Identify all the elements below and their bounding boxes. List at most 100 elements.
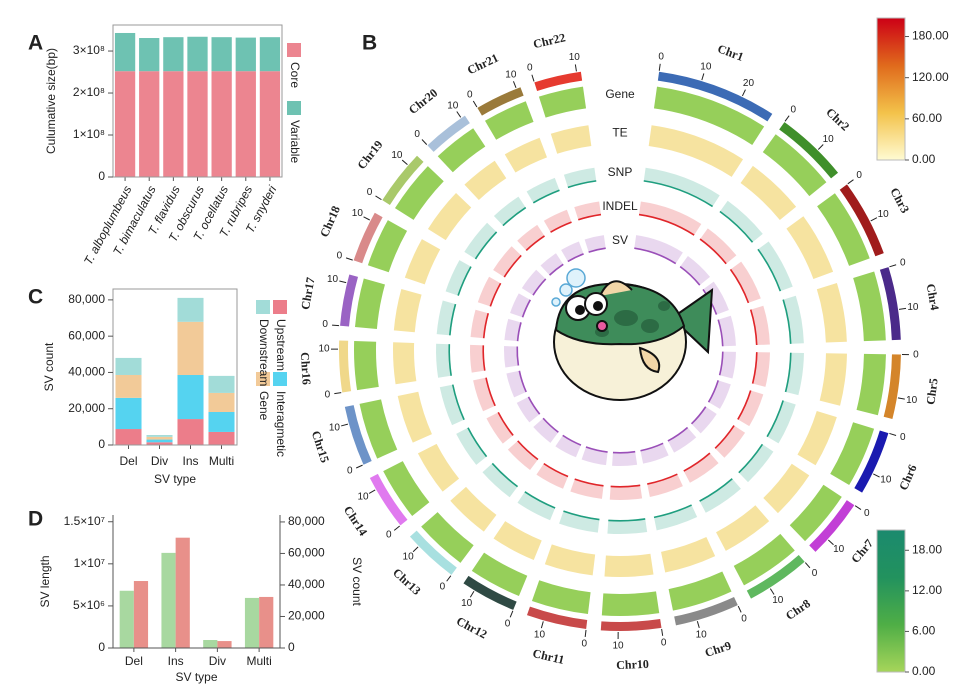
- histogram-baseline: [527, 396, 541, 415]
- x-axis-label: SV type: [154, 472, 196, 486]
- histogram-track: [473, 377, 496, 412]
- histogram-track: [563, 167, 597, 189]
- histogram-baseline: [451, 384, 465, 421]
- histogram-baseline: [482, 345, 486, 371]
- histogram-baseline: [474, 231, 498, 260]
- histogram-baseline: [757, 248, 782, 292]
- bar: [217, 641, 232, 648]
- ideogram-tick-label: 10: [772, 595, 784, 606]
- histogram-baseline: [610, 484, 641, 488]
- histogram-track: [612, 450, 638, 466]
- histogram-track: [749, 305, 770, 346]
- heatmap-track: [853, 271, 886, 342]
- colorbar-tick-label: 12.00: [912, 583, 942, 597]
- y-tick-label: 0: [98, 437, 105, 451]
- bar-segment: [187, 71, 208, 177]
- ideogram-tick-label: 10: [357, 492, 369, 503]
- ideogram-tick: [469, 590, 475, 598]
- histogram-baseline: [640, 442, 664, 452]
- histogram-baseline: [729, 268, 750, 304]
- legend-swatch: [287, 43, 301, 57]
- histogram-track: [504, 346, 520, 368]
- histogram-track: [493, 246, 522, 278]
- ideogram-tick: [658, 63, 661, 71]
- chromosome-ideogram: [809, 500, 855, 552]
- ideogram-tick: [870, 217, 878, 222]
- heatmap-track: [354, 340, 379, 391]
- y-tick-label: 5×10⁶: [73, 598, 105, 612]
- histogram-baseline: [588, 247, 606, 253]
- histogram-track: [536, 462, 569, 489]
- histogram-track: [436, 300, 457, 336]
- bar-segment: [177, 321, 204, 375]
- legend-label: Downstream: [257, 319, 271, 386]
- track-label: TE: [612, 126, 627, 140]
- heatmap-track: [830, 422, 875, 486]
- histogram-baseline: [521, 299, 531, 318]
- histogram-baseline: [542, 417, 559, 433]
- ideogram-tick: [701, 73, 705, 81]
- histogram-baseline: [718, 351, 724, 376]
- ideogram-tick-label: 0: [661, 637, 667, 648]
- histogram-baseline: [667, 426, 689, 442]
- ideogram-tick-label: 10: [700, 61, 712, 72]
- track-label: SNP: [608, 165, 633, 179]
- histogram-baseline: [503, 254, 522, 278]
- chromosome-ideogram: [883, 354, 901, 419]
- heatmap-track: [661, 537, 716, 573]
- ideogram-tick-label: 0: [900, 432, 906, 443]
- histogram-baseline: [457, 266, 472, 296]
- ideogram-tick-label: 0: [414, 129, 420, 140]
- legend-swatch: [287, 101, 301, 115]
- histogram-track: [510, 293, 531, 318]
- y-tick-label: 20,000: [68, 401, 105, 415]
- histogram-track: [521, 269, 547, 296]
- histogram-track: [555, 434, 582, 458]
- bar-segment: [139, 71, 160, 177]
- ideogram-tick-label: 0: [440, 581, 446, 592]
- histogram-baseline: [653, 504, 692, 519]
- y-tick-label: 80,000: [68, 292, 105, 306]
- ideogram-tick: [345, 257, 353, 261]
- ideogram-tick: [509, 610, 514, 618]
- heatmap-track: [450, 486, 497, 532]
- heatmap-track: [544, 544, 596, 576]
- histogram-track: [607, 518, 648, 534]
- panel-letter: D: [28, 508, 43, 531]
- ideogram-tick-label: 10: [327, 274, 339, 285]
- heatmap-track: [394, 166, 444, 220]
- heatmap-track: [504, 137, 548, 173]
- histogram-track: [757, 241, 793, 292]
- heatmap-track: [817, 193, 870, 266]
- heatmap-track: [484, 101, 534, 140]
- ideogram-tick-label: 10: [612, 641, 624, 652]
- ideogram-tick-label: 0: [790, 105, 796, 116]
- y-tick-label: 0: [288, 640, 295, 654]
- ideogram-tick: [332, 324, 340, 327]
- bar-segment: [177, 419, 204, 445]
- bar-segment: [146, 439, 173, 443]
- histogram-baseline: [714, 425, 735, 449]
- panel-letter: C: [28, 286, 43, 309]
- histogram-track: [738, 443, 774, 483]
- ideogram-tick: [873, 473, 880, 478]
- heatmap-track: [716, 505, 770, 551]
- x-tick-label: Div: [209, 654, 226, 668]
- heatmap-track: [601, 591, 660, 616]
- histogram-baseline: [449, 303, 457, 336]
- bar-segment: [139, 38, 160, 72]
- histogram-baseline: [482, 313, 490, 339]
- bar-segment: [235, 37, 256, 72]
- legend-swatch: [256, 300, 270, 314]
- ideogram-tick-label: 0: [325, 389, 331, 400]
- ideogram-tick-label: 10: [352, 208, 364, 219]
- ideogram-tick-label: 0: [322, 319, 328, 330]
- heatmap-track: [797, 410, 837, 466]
- ideogram-tick: [737, 605, 742, 613]
- histogram-baseline: [717, 319, 724, 347]
- legend-label: Variable: [288, 120, 302, 163]
- histogram-track: [609, 484, 643, 501]
- heatmap-track: [421, 512, 474, 563]
- x-tick-label: Multi: [246, 654, 271, 668]
- ideogram-tick-label: 0: [864, 508, 870, 519]
